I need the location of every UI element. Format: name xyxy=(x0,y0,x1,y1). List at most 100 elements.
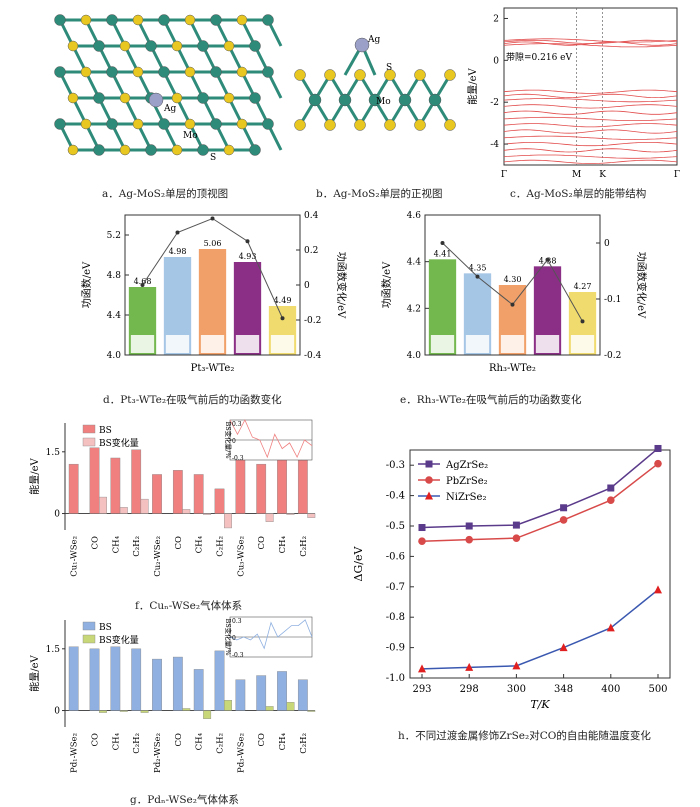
change-point xyxy=(545,257,550,262)
bar-value-label: 4.35 xyxy=(469,263,487,272)
legend-swatch-change xyxy=(82,634,96,644)
y-tick-label: 0 xyxy=(493,56,499,66)
caption-g: g．Pdₙ-WSe₂气体体系 xyxy=(130,794,239,806)
y-tick-label: -0.5 xyxy=(386,521,405,532)
band-line xyxy=(503,104,678,109)
legend-label-bs: BS xyxy=(99,623,112,633)
inset-y-label: BS变化量/% xyxy=(224,421,233,458)
mo-atom xyxy=(93,92,105,104)
y2-tick-label: 0.2 xyxy=(304,246,318,256)
y2-tick-label: -0.2 xyxy=(604,351,621,361)
y-tick-label: 4.6 xyxy=(407,211,422,221)
s-atom xyxy=(184,118,196,130)
s-atom xyxy=(444,69,456,81)
x-axis-label: T/K xyxy=(530,698,550,711)
x-tick-label: C₂H₂ xyxy=(299,536,309,557)
band-line xyxy=(503,116,678,121)
bar-value-label: 4.30 xyxy=(504,275,522,284)
band-line xyxy=(503,110,678,115)
series-line xyxy=(421,463,659,542)
bar-value-label: 4.98 xyxy=(169,247,187,256)
bs-change-bar xyxy=(307,710,316,712)
bs-bar xyxy=(172,656,183,711)
inset-tick-label: -0.3 xyxy=(232,652,244,659)
x-tick-label: 293 xyxy=(412,684,431,695)
change-point xyxy=(210,216,215,221)
legend-marker xyxy=(425,460,433,468)
bs-bar xyxy=(152,474,162,514)
bs-change-bar xyxy=(182,509,191,514)
x-tick-label: CO xyxy=(257,733,267,747)
data-point xyxy=(654,585,662,594)
structure-bonds xyxy=(58,18,283,152)
y-tick-label: 4.4 xyxy=(107,311,122,321)
mo-atom xyxy=(210,66,222,78)
ag-atom xyxy=(148,92,164,108)
bs-change-bar xyxy=(265,706,274,711)
ag-label: Ag xyxy=(163,104,176,114)
data-point xyxy=(654,444,662,452)
mo-atom xyxy=(262,66,274,78)
bs-bar xyxy=(89,447,100,514)
s-atom xyxy=(324,69,336,81)
bs-bar xyxy=(277,455,287,514)
legend-label-change: BS变化量 xyxy=(99,437,139,449)
s-atom xyxy=(119,92,131,104)
y-tick-label: -0.3 xyxy=(386,460,405,471)
free-energy-temperature-chart: -0.3 -0.4 -0.5 -0.6 -0.7 -0.8 -0.9 -1.0 293 298 30… xyxy=(352,444,671,711)
y-tick-label: 4.8 xyxy=(107,271,122,281)
data-point xyxy=(607,496,615,504)
bs-bar xyxy=(297,679,308,711)
x-tick-label: CO xyxy=(174,733,184,747)
s-atom xyxy=(132,118,144,130)
y-tick-label: -1.0 xyxy=(386,673,405,684)
s-atom xyxy=(236,66,248,78)
structure-atoms xyxy=(54,14,274,156)
x-tick-label: CH₄ xyxy=(111,732,121,750)
legend-label: NiZrSe₂ xyxy=(446,492,486,503)
legend-marker xyxy=(425,476,433,484)
x-tick-label: CO xyxy=(91,733,101,747)
bs-change-bar xyxy=(119,710,128,712)
inset-line xyxy=(229,419,313,459)
y2-tick-label: 0 xyxy=(304,281,310,291)
series-line xyxy=(421,589,659,670)
band-line xyxy=(503,123,678,128)
mo-atom xyxy=(197,144,209,156)
cu-wse2-bs-chart: Cu₁-WSe₂ CO CH₄ C₂H₂ Cu₂-WSe₂ CO CH₄ C₂H₂ Cu₃-WS… xyxy=(28,419,316,577)
s-atom xyxy=(184,14,196,26)
structure-thumbnail xyxy=(200,335,225,353)
y2-tick-label: -0.1 xyxy=(604,295,621,305)
change-point xyxy=(510,302,515,307)
mo-atom xyxy=(368,93,382,107)
data-point xyxy=(559,516,568,524)
band-line xyxy=(503,135,678,140)
legend-label-change: BS变化量 xyxy=(99,634,139,646)
band-line xyxy=(503,93,678,99)
s-atom xyxy=(354,119,366,131)
bs-change-bar xyxy=(307,513,316,518)
mo-atom xyxy=(158,66,170,78)
bar-value-label: 4.27 xyxy=(574,282,592,291)
bs-change-bar xyxy=(119,507,128,514)
y-tick-label: -4 xyxy=(490,140,499,150)
caption-a: a．Ag-MoS₂单层的顶视图 xyxy=(102,188,229,200)
s-atom xyxy=(354,69,366,81)
x-tick-label: CH₄ xyxy=(195,535,205,553)
x-tick-label: Pd₂-WSe₂ xyxy=(153,733,163,773)
s-atom xyxy=(80,118,92,130)
data-point xyxy=(418,537,426,545)
x-tick-label: 500 xyxy=(648,684,667,695)
mo-atom xyxy=(145,40,157,52)
bs-bar xyxy=(256,675,267,711)
mo-atom xyxy=(106,118,118,130)
bs-bar xyxy=(89,648,100,711)
x-tick-label: CH₄ xyxy=(278,535,288,553)
change-point xyxy=(140,283,145,287)
y-axis-label: ΔG/eV xyxy=(352,545,365,581)
y-tick-label: -0.4 xyxy=(386,491,405,502)
bs-bar xyxy=(68,646,79,711)
mo-atom xyxy=(249,144,261,156)
mo-label: Mo xyxy=(376,97,391,107)
mo-atom xyxy=(338,93,352,107)
